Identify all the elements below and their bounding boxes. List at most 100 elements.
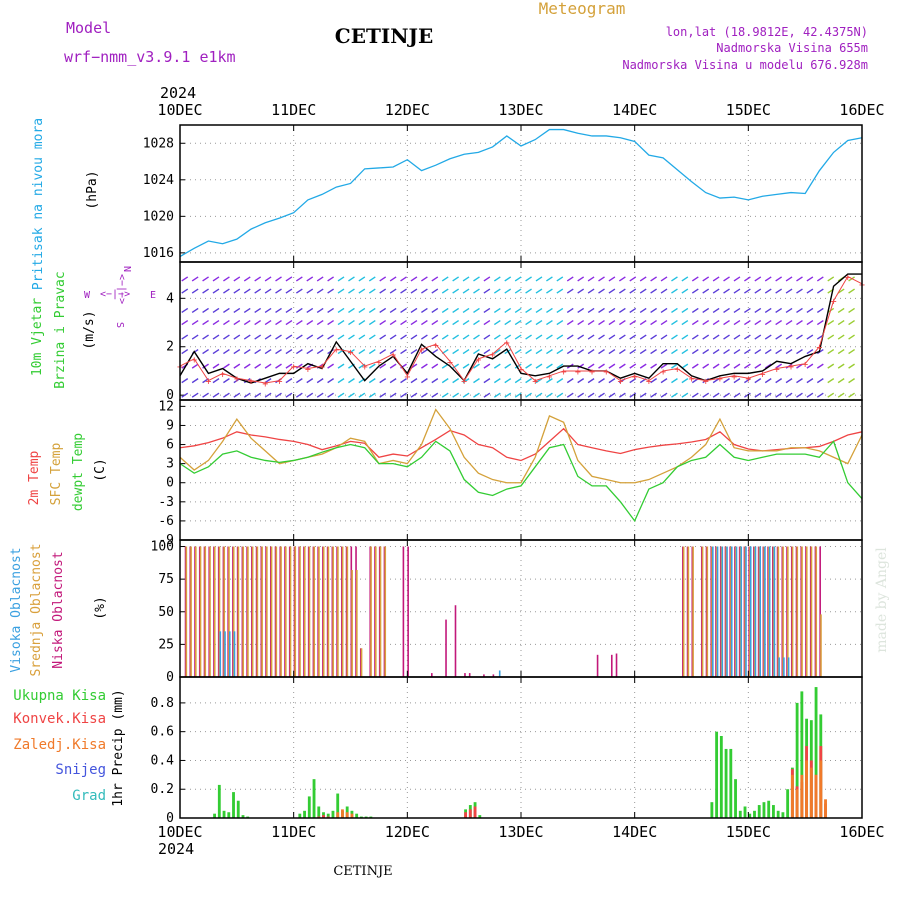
wind-ytick-label: 2 bbox=[166, 340, 174, 355]
wind-arrow bbox=[691, 348, 699, 355]
wind-arrow bbox=[848, 363, 855, 369]
wind-gust-marker: + bbox=[390, 350, 396, 361]
wind-arrow bbox=[785, 307, 793, 314]
precip-bar-Zaledj.Kisa bbox=[795, 789, 799, 818]
wind-gust-marker: + bbox=[760, 369, 766, 380]
wind-arrow bbox=[618, 276, 626, 282]
x-label-top: 12DEC bbox=[385, 101, 430, 119]
wind-arrow bbox=[493, 319, 501, 326]
wind-arrow bbox=[368, 392, 376, 398]
wind-arrow bbox=[587, 378, 595, 384]
wind-arrow bbox=[785, 334, 793, 340]
wind-arrow bbox=[650, 363, 657, 369]
wind-gust-marker: + bbox=[276, 377, 282, 388]
wind-arrow bbox=[566, 334, 574, 340]
wind-arrow bbox=[493, 307, 501, 314]
wind-arrow bbox=[306, 319, 314, 326]
clouds-bar-Niska bbox=[738, 546, 741, 677]
model-name: wrf−nmm_v3.9.1 e1km bbox=[64, 48, 236, 66]
precip-bar-Ukupna Kisa bbox=[738, 810, 742, 818]
wind-arrow bbox=[806, 348, 814, 355]
clouds-bar-Srednja bbox=[232, 546, 235, 677]
clouds-bar-Niska bbox=[483, 674, 485, 677]
wind-arrow bbox=[420, 378, 428, 384]
wind-arrow bbox=[796, 378, 803, 384]
clouds-bar-Niska bbox=[748, 546, 750, 677]
clouds-bar-Srednja bbox=[777, 546, 780, 677]
wind-arrow bbox=[431, 348, 439, 355]
clouds-bar-Visoka bbox=[498, 670, 501, 677]
precip-bar-Ukupna Kisa bbox=[222, 810, 226, 818]
wind-arrow bbox=[212, 363, 220, 369]
wind-arrow bbox=[348, 378, 355, 384]
wind-arrow bbox=[556, 334, 564, 340]
wind-arrow bbox=[223, 378, 230, 384]
wind-arrow bbox=[535, 392, 543, 398]
wind-arrow bbox=[410, 288, 418, 294]
wind-arrow bbox=[733, 392, 741, 398]
wind-arrow bbox=[702, 392, 710, 398]
wind-arrow bbox=[764, 276, 772, 282]
wind-arrow bbox=[462, 319, 470, 326]
wind-arrow bbox=[754, 378, 762, 384]
wind-arrow bbox=[577, 288, 585, 294]
precip-bar-Ukupna Kisa bbox=[776, 810, 780, 818]
wind-arrow bbox=[712, 378, 720, 384]
wind-arrow bbox=[650, 288, 657, 294]
wind-arrow bbox=[264, 363, 272, 369]
precip-bar-Ukupna Kisa bbox=[355, 813, 359, 818]
wind-arrow bbox=[816, 392, 824, 398]
dewpt-label: dewpt Temp bbox=[71, 433, 86, 511]
wind-arrow bbox=[816, 307, 824, 314]
wind-arrow bbox=[827, 276, 835, 282]
wind-arrow bbox=[264, 319, 272, 326]
wind-arrow bbox=[764, 378, 772, 384]
wind-arrow bbox=[671, 319, 678, 326]
wind-gust-marker: + bbox=[745, 374, 751, 385]
year-top: 2024 bbox=[160, 84, 196, 102]
wind-arrow bbox=[202, 276, 209, 282]
wind-arrow bbox=[712, 288, 720, 294]
wind-arrow bbox=[754, 348, 762, 355]
wind-arrow bbox=[837, 378, 845, 384]
clouds-bar-Srednja bbox=[322, 546, 325, 677]
precip-bar-Ukupna Kisa bbox=[772, 805, 775, 818]
wind-arrow bbox=[514, 276, 522, 282]
clouds-bar-Srednja bbox=[275, 546, 278, 677]
wind-arrow bbox=[223, 334, 230, 340]
wind-arrow bbox=[254, 307, 262, 314]
wind-arrow bbox=[754, 363, 762, 369]
clouds-bar-Srednja bbox=[337, 546, 339, 677]
wind-gust-marker: + bbox=[191, 355, 197, 366]
wind-arrow bbox=[389, 363, 397, 369]
wind-arrow bbox=[358, 307, 366, 314]
wind-arrow bbox=[525, 307, 532, 314]
x-label-bottom: 12DEC bbox=[385, 823, 430, 841]
sfctemp-label: SFC Temp bbox=[49, 443, 64, 506]
x-label-bottom: 15DEC bbox=[726, 823, 771, 841]
x-label-top: 10DEC bbox=[157, 101, 202, 119]
wind-arrow bbox=[514, 288, 522, 294]
wind-arrow bbox=[191, 307, 199, 314]
footer-station: CETINJE bbox=[333, 864, 392, 879]
wind-arrow bbox=[420, 392, 428, 398]
clouds-bar-Niska bbox=[492, 674, 495, 677]
precip-ytick-label: 0 bbox=[166, 811, 174, 826]
wind-arrow bbox=[754, 334, 762, 340]
wind-gust-marker: + bbox=[703, 377, 709, 388]
wind-arrow bbox=[827, 334, 835, 340]
wind-arrow bbox=[243, 334, 251, 340]
wind-gust-marker: + bbox=[205, 377, 211, 388]
pressure-label: Pritisak na nivou mora bbox=[31, 118, 46, 290]
wind-arrow bbox=[358, 276, 366, 282]
wind-arrow bbox=[650, 334, 657, 340]
wind-arrow bbox=[837, 334, 845, 340]
wind-arrow bbox=[743, 348, 751, 355]
x-label-bottom: 14DEC bbox=[612, 823, 657, 841]
clouds-bar-Srednja bbox=[280, 546, 282, 677]
wind-arrow bbox=[316, 276, 324, 282]
clouds-bar-Niska bbox=[255, 546, 258, 677]
clouds-bar-Srednja bbox=[247, 546, 249, 677]
precip-bar-Ukupna Kisa bbox=[326, 813, 330, 818]
precip-bar-Zaledj.Kisa bbox=[814, 774, 818, 818]
